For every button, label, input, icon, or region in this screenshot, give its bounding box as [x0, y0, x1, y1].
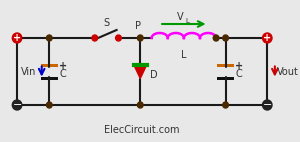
Text: +: +: [263, 33, 271, 43]
Circle shape: [46, 35, 52, 41]
Text: Vin: Vin: [21, 66, 36, 77]
Text: V: V: [177, 12, 183, 22]
FancyBboxPatch shape: [41, 77, 58, 80]
Text: L: L: [186, 18, 190, 24]
Text: C: C: [60, 68, 67, 79]
Circle shape: [137, 102, 143, 108]
Text: −: −: [262, 100, 272, 110]
Text: −: −: [12, 100, 22, 110]
Text: S: S: [103, 18, 110, 28]
Text: ElecCircuit.com: ElecCircuit.com: [104, 125, 180, 135]
Circle shape: [262, 33, 272, 43]
Circle shape: [223, 35, 228, 41]
Circle shape: [213, 35, 219, 41]
FancyBboxPatch shape: [217, 77, 234, 80]
Polygon shape: [134, 64, 147, 79]
Circle shape: [137, 35, 143, 41]
Text: +: +: [13, 33, 21, 43]
Text: L: L: [181, 50, 187, 60]
Text: +: +: [59, 60, 67, 70]
Text: D: D: [150, 69, 158, 80]
Text: Vout: Vout: [277, 66, 298, 77]
FancyBboxPatch shape: [41, 63, 58, 66]
Circle shape: [92, 35, 98, 41]
Text: +: +: [235, 60, 243, 70]
Circle shape: [116, 35, 121, 41]
Circle shape: [12, 100, 22, 110]
Text: P: P: [135, 21, 141, 31]
Text: C: C: [236, 68, 243, 79]
Circle shape: [46, 102, 52, 108]
Circle shape: [12, 33, 22, 43]
Circle shape: [262, 100, 272, 110]
Circle shape: [223, 102, 228, 108]
FancyBboxPatch shape: [217, 63, 234, 66]
